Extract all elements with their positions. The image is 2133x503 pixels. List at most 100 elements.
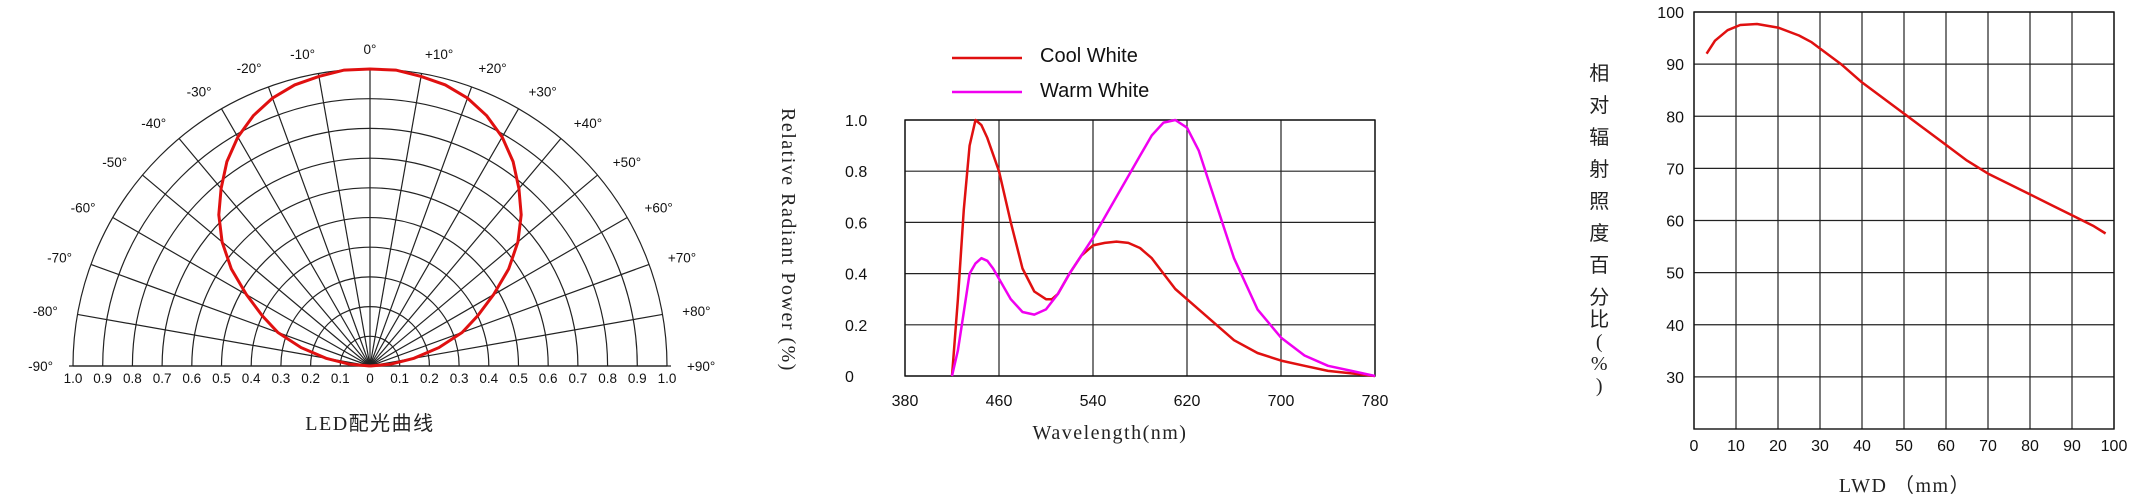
lwd-tick-labels: 0 10 20 30 40 50 60 70 80 90 100 30 40 50 60 70 80 90 100: [1657, 5, 2127, 455]
polar-angle-tick-label: -70°: [47, 251, 72, 266]
polar-grid-spoke: [220, 108, 371, 367]
lwd-x-axis-label: LWD （mm）: [1839, 474, 1971, 497]
polar-angle-tick-label: -40°: [141, 116, 166, 131]
lwd-x-tick-label: 60: [1937, 438, 1955, 455]
spectrum-y-tick-label: 1.0: [845, 113, 867, 130]
polar-chart-title: LED配光曲线: [305, 412, 434, 435]
lwd-x-tick-label: 30: [1811, 438, 1829, 455]
polar-angle-tick-label: +50°: [613, 155, 641, 170]
lwd-x-tick-label: 80: [2021, 438, 2039, 455]
polar-grid-spoke: [112, 216, 371, 367]
spectrum-x-tick-label: 540: [1080, 393, 1107, 410]
polar-grid-spoke: [369, 138, 562, 367]
polar-radial-tick-label: 0.4: [479, 371, 498, 386]
spectrum-y-tick-label: 0.2: [845, 318, 867, 335]
polar-radial-tick-label: 0.6: [182, 371, 201, 386]
spectrum-y-tick-label: 0.4: [845, 267, 867, 284]
polar-grid-spoke: [369, 263, 650, 367]
polar-radial-tick-label: 0.3: [272, 371, 291, 386]
lwd-x-tick-label: 100: [2101, 438, 2128, 455]
lwd-y-tick-label: 30: [1666, 370, 1684, 387]
spectrum-x-tick-label: 700: [1268, 393, 1295, 410]
polar-grid-spoke: [317, 73, 371, 367]
spectrum-x-tick-label: 780: [1362, 393, 1389, 410]
polar-radial-tick-label: 0: [366, 371, 374, 386]
polar-radial-tick-label: 0.5: [212, 371, 231, 386]
lwd-x-tick-label: 0: [1690, 438, 1699, 455]
polar-radial-tick-label: 0.2: [301, 371, 320, 386]
polar-radial-tick-label: 0.5: [509, 371, 528, 386]
polar-radial-tick-label: 1.0: [64, 371, 83, 386]
polar-radial-tick-label: 0.9: [93, 371, 112, 386]
lwd-series: [1705, 22, 2107, 235]
spectrum-series-line: [950, 118, 1376, 378]
lwd-y-tick-label: 80: [1666, 109, 1684, 126]
polar-grid-spoke: [369, 216, 628, 367]
lwd-plot-frame: [1693, 11, 2115, 430]
polar-grid-spoke: [369, 73, 423, 367]
polar-angle-tick-label: -60°: [71, 201, 96, 216]
polar-light-distribution-chart: -90° -80° -70° -60° -50° -40° -30° -20° -10° 0° +1…: [28, 42, 715, 435]
polar-radial-tick-label: 0.7: [153, 371, 172, 386]
polar-angle-tick-label: +80°: [682, 304, 710, 319]
spectrum-plot-frame: [904, 119, 1376, 377]
lwd-series-line: [1705, 22, 2107, 235]
polar-grid-spoke: [369, 108, 520, 367]
polar-radial-tick-label: 0.6: [539, 371, 558, 386]
polar-angle-tick-label: +20°: [478, 61, 506, 76]
spectrum-y-axis-label: Relative Radiant Power (%): [777, 108, 799, 372]
polar-radial-tick-label: 0.2: [420, 371, 439, 386]
polar-angle-tick-label: +90°: [687, 359, 715, 374]
polar-radial-tick-label: 0.3: [450, 371, 469, 386]
lwd-y-tick-label: 70: [1666, 161, 1684, 178]
spectrum-x-tick-label: 620: [1174, 393, 1201, 410]
polar-radial-tick-label: 0.1: [390, 371, 409, 386]
polar-angle-tick-label: +60°: [645, 201, 673, 216]
polar-angle-tick-label: -20°: [237, 61, 262, 76]
lwd-x-tick-label: 90: [2063, 438, 2081, 455]
polar-angle-tick-label: +30°: [529, 85, 557, 100]
legend-label-cool-white: Cool White: [1040, 45, 1138, 67]
spectrum-y-tick-label: 0.8: [845, 164, 867, 181]
lwd-x-tick-label: 50: [1895, 438, 1913, 455]
lwd-x-tick-label: 40: [1853, 438, 1871, 455]
polar-angle-tick-label: -50°: [102, 155, 127, 170]
legend-label-warm-white: Warm White: [1040, 80, 1149, 102]
polar-angle-tick-label: -90°: [28, 359, 53, 374]
lwd-y-tick-label: 60: [1666, 214, 1684, 231]
lwd-y-axis-label: 相对辐射照度百分比(%): [1589, 62, 1611, 397]
polar-radial-tick-label: 0.8: [598, 371, 617, 386]
polar-radial-tick-label: 0.4: [242, 371, 261, 386]
polar-grid: [69, 68, 671, 367]
polar-intensity-curve: [217, 67, 523, 368]
lwd-y-tick-label: 90: [1666, 57, 1684, 74]
spectrum-x-axis-label: Wavelength(nm): [1033, 422, 1188, 444]
lwd-x-tick-label: 20: [1769, 438, 1787, 455]
spectrum-series-line: [950, 118, 1376, 378]
lwd-y-tick-label: 100: [1657, 5, 1684, 22]
spectrum-grid: [904, 119, 1376, 377]
polar-radial-tick-label: 0.9: [628, 371, 647, 386]
spectrum-series: [950, 118, 1376, 378]
polar-angle-tick-label: +40°: [574, 116, 602, 131]
polar-grid-spoke: [369, 86, 473, 367]
polar-grid-spoke: [267, 86, 371, 367]
polar-radial-tick-label: 0.7: [569, 371, 588, 386]
polar-angle-tick-label: -80°: [33, 304, 58, 319]
polar-grid-spoke: [178, 138, 371, 367]
spectrum-x-tick-label: 380: [892, 393, 919, 410]
spectrum-chart: 380 460 540 620 700 780 0 0.2 0.4 0.6 0.8 1.0 Cool …: [777, 45, 1388, 444]
lwd-grid: [1693, 11, 2115, 430]
polar-radial-labels: 1.0 0.9 0.8 0.7 0.6 0.5 0.4 0.3 0.2 0.1 0 0.1 0.2 0.3…: [64, 371, 677, 386]
spectrum-y-tick-label: 0: [845, 369, 854, 386]
lwd-x-tick-label: 70: [1979, 438, 1997, 455]
polar-angle-tick-label: +10°: [425, 47, 453, 62]
polar-angle-tick-label: 0°: [364, 42, 377, 57]
polar-angle-tick-label: -30°: [187, 85, 212, 100]
lwd-irradiance-chart: 0 10 20 30 40 50 60 70 80 90 10030405060708090100 …: [1589, 5, 2127, 497]
lwd-x-tick-label: 10: [1727, 438, 1745, 455]
spectrum-tick-labels: 380 460 540 620 700 780 0 0.2 0.4 0.6 0.8 1.0: [845, 113, 1388, 410]
polar-radial-tick-label: 0.1: [331, 371, 350, 386]
polar-radial-tick-label: 0.8: [123, 371, 142, 386]
